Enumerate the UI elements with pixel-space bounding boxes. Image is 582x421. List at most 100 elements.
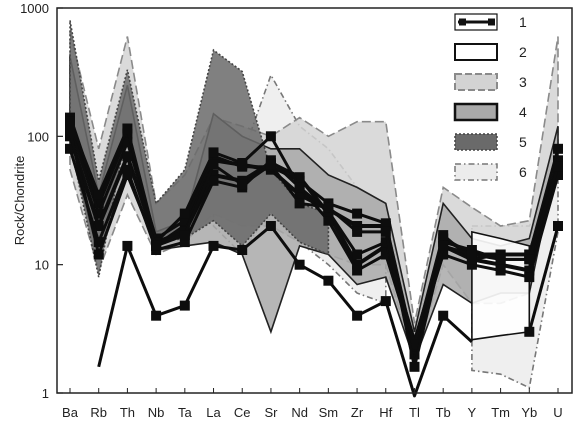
data-point-Ce: [237, 158, 248, 168]
data-point-Hf: [380, 296, 391, 307]
x-tick-label-Tb: Tb: [436, 405, 451, 420]
data-point-Y: [466, 259, 477, 270]
data-point-La: [208, 170, 219, 180]
data-point-Tm: [495, 265, 506, 276]
x-tick-label-Ce: Ce: [234, 405, 251, 420]
data-point-Nd: [294, 259, 305, 270]
data-point-Sr: [265, 159, 276, 170]
data-point-Th: [122, 164, 133, 175]
x-tick-label-Rb: Rb: [90, 405, 107, 420]
x-tick-label-Th: Th: [120, 405, 135, 420]
data-point-Y: [466, 249, 477, 260]
data-point-Tl: [409, 349, 420, 360]
data-point-Nb: [151, 310, 162, 321]
series-1-7: [97, 221, 563, 398]
x-tick-label-Yb: Yb: [521, 405, 537, 420]
data-point-Ba: [65, 143, 75, 154]
x-tick-label-Y: Y: [468, 405, 477, 420]
series-1-6: [65, 126, 563, 372]
data-point-Ta: [179, 300, 190, 311]
legend-swatch: [454, 43, 498, 61]
data-point-Sr: [265, 131, 276, 142]
legend-label: 2: [519, 44, 527, 60]
data-point-U: [553, 143, 563, 154]
y-axis-ticks: 1 10 100 1000: [20, 1, 63, 401]
legend-marker: [459, 18, 466, 26]
axes: [56, 7, 573, 394]
legend: 1 2 3 4 5 6: [453, 13, 527, 181]
data-point-Yb: [524, 326, 535, 337]
data-point-Rb: [93, 189, 104, 200]
data-point-La: [208, 175, 219, 186]
data-point-Hf: [380, 237, 391, 248]
legend-item-4: 4: [453, 102, 527, 122]
legend-label: 3: [519, 74, 527, 90]
legend-item-5: 5: [454, 133, 527, 151]
data-point-Nd: [294, 198, 305, 209]
data-point-Rb: [93, 198, 104, 209]
data-point-Ta: [179, 208, 190, 219]
legend-swatch: [453, 102, 499, 122]
legend-item-2: 2: [454, 43, 527, 61]
data-point-Tb: [438, 310, 449, 321]
legend-label: 6: [519, 164, 527, 180]
legend-item-1: 1: [454, 13, 527, 31]
data-point-Tl: [409, 361, 420, 372]
data-point-La: [208, 159, 219, 170]
data-point-Yb: [524, 254, 535, 265]
data-point-Tm: [495, 254, 506, 265]
data-point-Zr: [352, 310, 363, 321]
x-tick-label-Tl: Tl: [409, 405, 420, 420]
data-point-Sm: [323, 215, 334, 226]
data-point-Tb: [438, 230, 449, 241]
data-point-Hf: [380, 218, 391, 229]
data-point-Ta: [179, 221, 190, 231]
legend-label: 5: [519, 134, 527, 150]
data-point-Tb: [438, 240, 449, 251]
data-point-U: [553, 155, 563, 166]
data-point-Yb: [524, 272, 535, 283]
data-point-Ce: [237, 245, 248, 255]
data-point-Nd: [294, 182, 305, 193]
data-point-U: [553, 161, 563, 172]
y-tick-label: 1000: [20, 1, 49, 16]
x-tick-label-Tm: Tm: [491, 405, 510, 420]
data-point-Sr: [265, 221, 276, 231]
legend-swatch: [454, 133, 498, 151]
x-tick-label-Ba: Ba: [62, 405, 79, 420]
y-tick-label: 1: [42, 386, 49, 401]
legend-label: 4: [519, 104, 527, 120]
x-tick-label-Ta: Ta: [178, 405, 193, 420]
plot-frame: [56, 7, 573, 394]
legend-item-6: 6: [454, 163, 527, 181]
data-point-Th: [122, 137, 133, 148]
data-point-Zr: [352, 221, 363, 231]
data-point-Ba: [65, 126, 75, 136]
data-point-Nd: [294, 172, 305, 183]
data-point-Th: [122, 123, 133, 134]
series-line: [527, 225, 560, 333]
data-point-Zr: [352, 226, 363, 237]
data-point-Ce: [237, 179, 248, 190]
x-tick-label-La: La: [206, 405, 221, 420]
data-point-Zr: [352, 265, 363, 276]
data-point-Th: [122, 240, 133, 251]
data-point-Rb: [93, 249, 104, 260]
data-point-Zr: [352, 208, 363, 219]
data-point-Nb: [151, 240, 162, 251]
data-point-U: [553, 221, 563, 231]
x-tick-label-Sm: Sm: [319, 405, 339, 420]
data-point-Rb: [93, 237, 104, 248]
data-point-La: [208, 240, 219, 251]
y-tick-label: 10: [35, 258, 49, 273]
data-point-Sm: [323, 275, 334, 286]
data-series: [65, 112, 563, 398]
data-point-Ba: [65, 116, 75, 127]
x-tick-label-Hf: Hf: [379, 405, 392, 420]
x-tick-label-Nd: Nd: [291, 405, 308, 420]
data-point-Ta: [179, 215, 190, 226]
data-point-Tm: [495, 259, 506, 270]
data-point-Ta: [179, 237, 190, 248]
